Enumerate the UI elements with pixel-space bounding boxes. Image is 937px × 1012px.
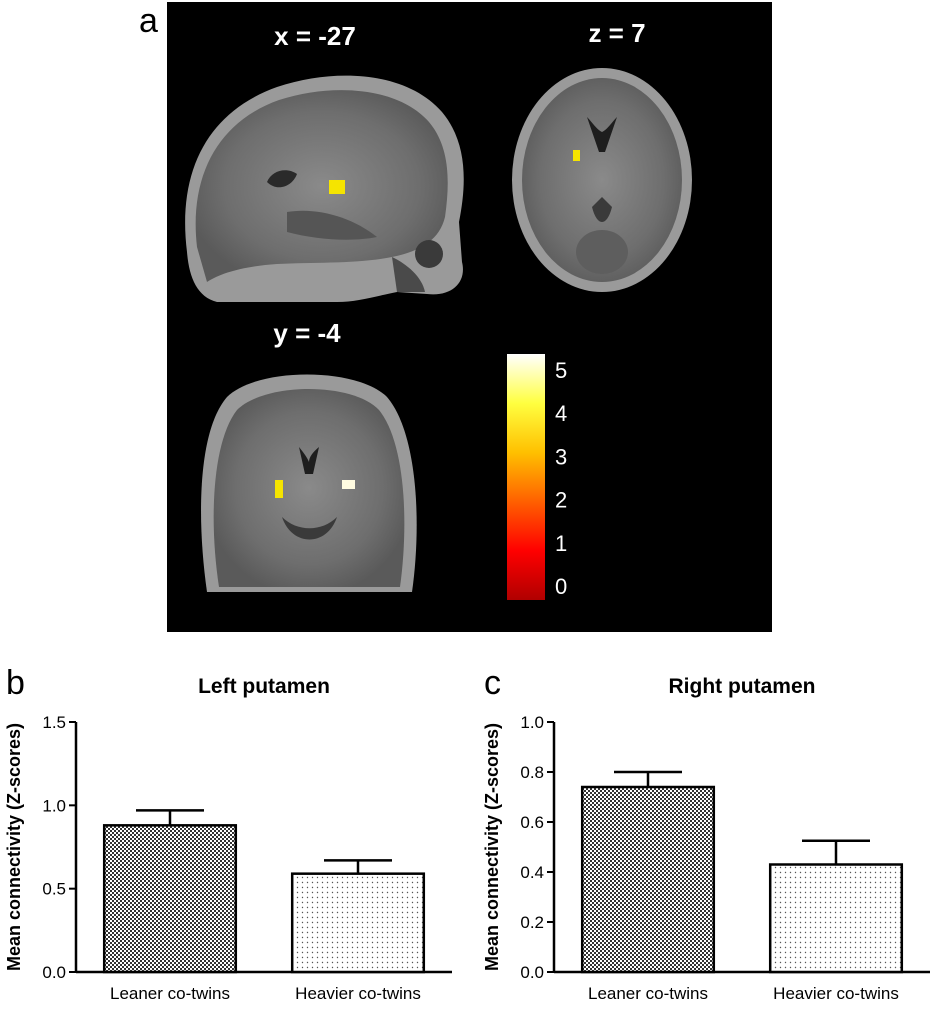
y-axis-label: Mean connectivity (Z-scores) [482, 723, 502, 971]
x-tick-label: Heavier co-twins [773, 984, 899, 1003]
x-tick-label: Heavier co-twins [295, 984, 421, 1003]
panel-label-c: c [484, 664, 501, 702]
bar [580, 785, 716, 974]
chart-left-putamen: Left putamen Mean connectivity (Z-scores)… [4, 675, 452, 1003]
panel-label-a: a [139, 2, 158, 40]
colorbar-tick-label: 4 [555, 401, 567, 426]
y-tick-label: 0.4 [520, 863, 544, 882]
colorbar-tick-label: 2 [555, 488, 567, 513]
bar [768, 863, 904, 974]
colorbar-tick-label: 3 [555, 444, 567, 469]
x-tick-label: Leaner co-twins [110, 984, 230, 1003]
panel-label-b: b [6, 664, 25, 702]
sagittal-slice [185, 75, 464, 302]
x-tick-label: Leaner co-twins [588, 984, 708, 1003]
y-tick-label: 1.5 [42, 713, 66, 732]
colorbar [507, 354, 545, 600]
axial-slice [512, 68, 692, 292]
y-tick-label: 0.0 [42, 963, 66, 982]
y-tick-label: 1.0 [520, 713, 544, 732]
chart-title: Left putamen [198, 675, 330, 698]
y-axis-label: Mean connectivity (Z-scores) [4, 723, 24, 971]
y-tick-label: 0.6 [520, 813, 544, 832]
y-tick-label: 0.2 [520, 913, 544, 932]
coronal-label: y = -4 [273, 318, 341, 348]
colorbar-tick-label: 5 [555, 358, 567, 383]
chart-title: Right putamen [669, 675, 816, 698]
y-tick-label: 0.8 [520, 763, 544, 782]
y-tick-label: 1.0 [42, 796, 66, 815]
bar [290, 872, 426, 974]
y-tick-label: 0.0 [520, 963, 544, 982]
chart-right-putamen: Right putamen Mean connectivity (Z-scores… [482, 675, 930, 1003]
coronal-slice [201, 374, 417, 592]
bar [102, 824, 238, 974]
colorbar-ticks: 5 4 3 2 1 0 [555, 358, 567, 599]
sagittal-label: x = -27 [274, 21, 356, 51]
colorbar-tick-label: 0 [555, 574, 567, 599]
axial-label: z = 7 [588, 18, 645, 48]
y-tick-label: 0.5 [42, 880, 66, 899]
colorbar-tick-label: 1 [555, 531, 567, 556]
brain-image-panel: x = -27 z = 7 y = -4 5 4 3 2 1 0 [167, 2, 772, 632]
